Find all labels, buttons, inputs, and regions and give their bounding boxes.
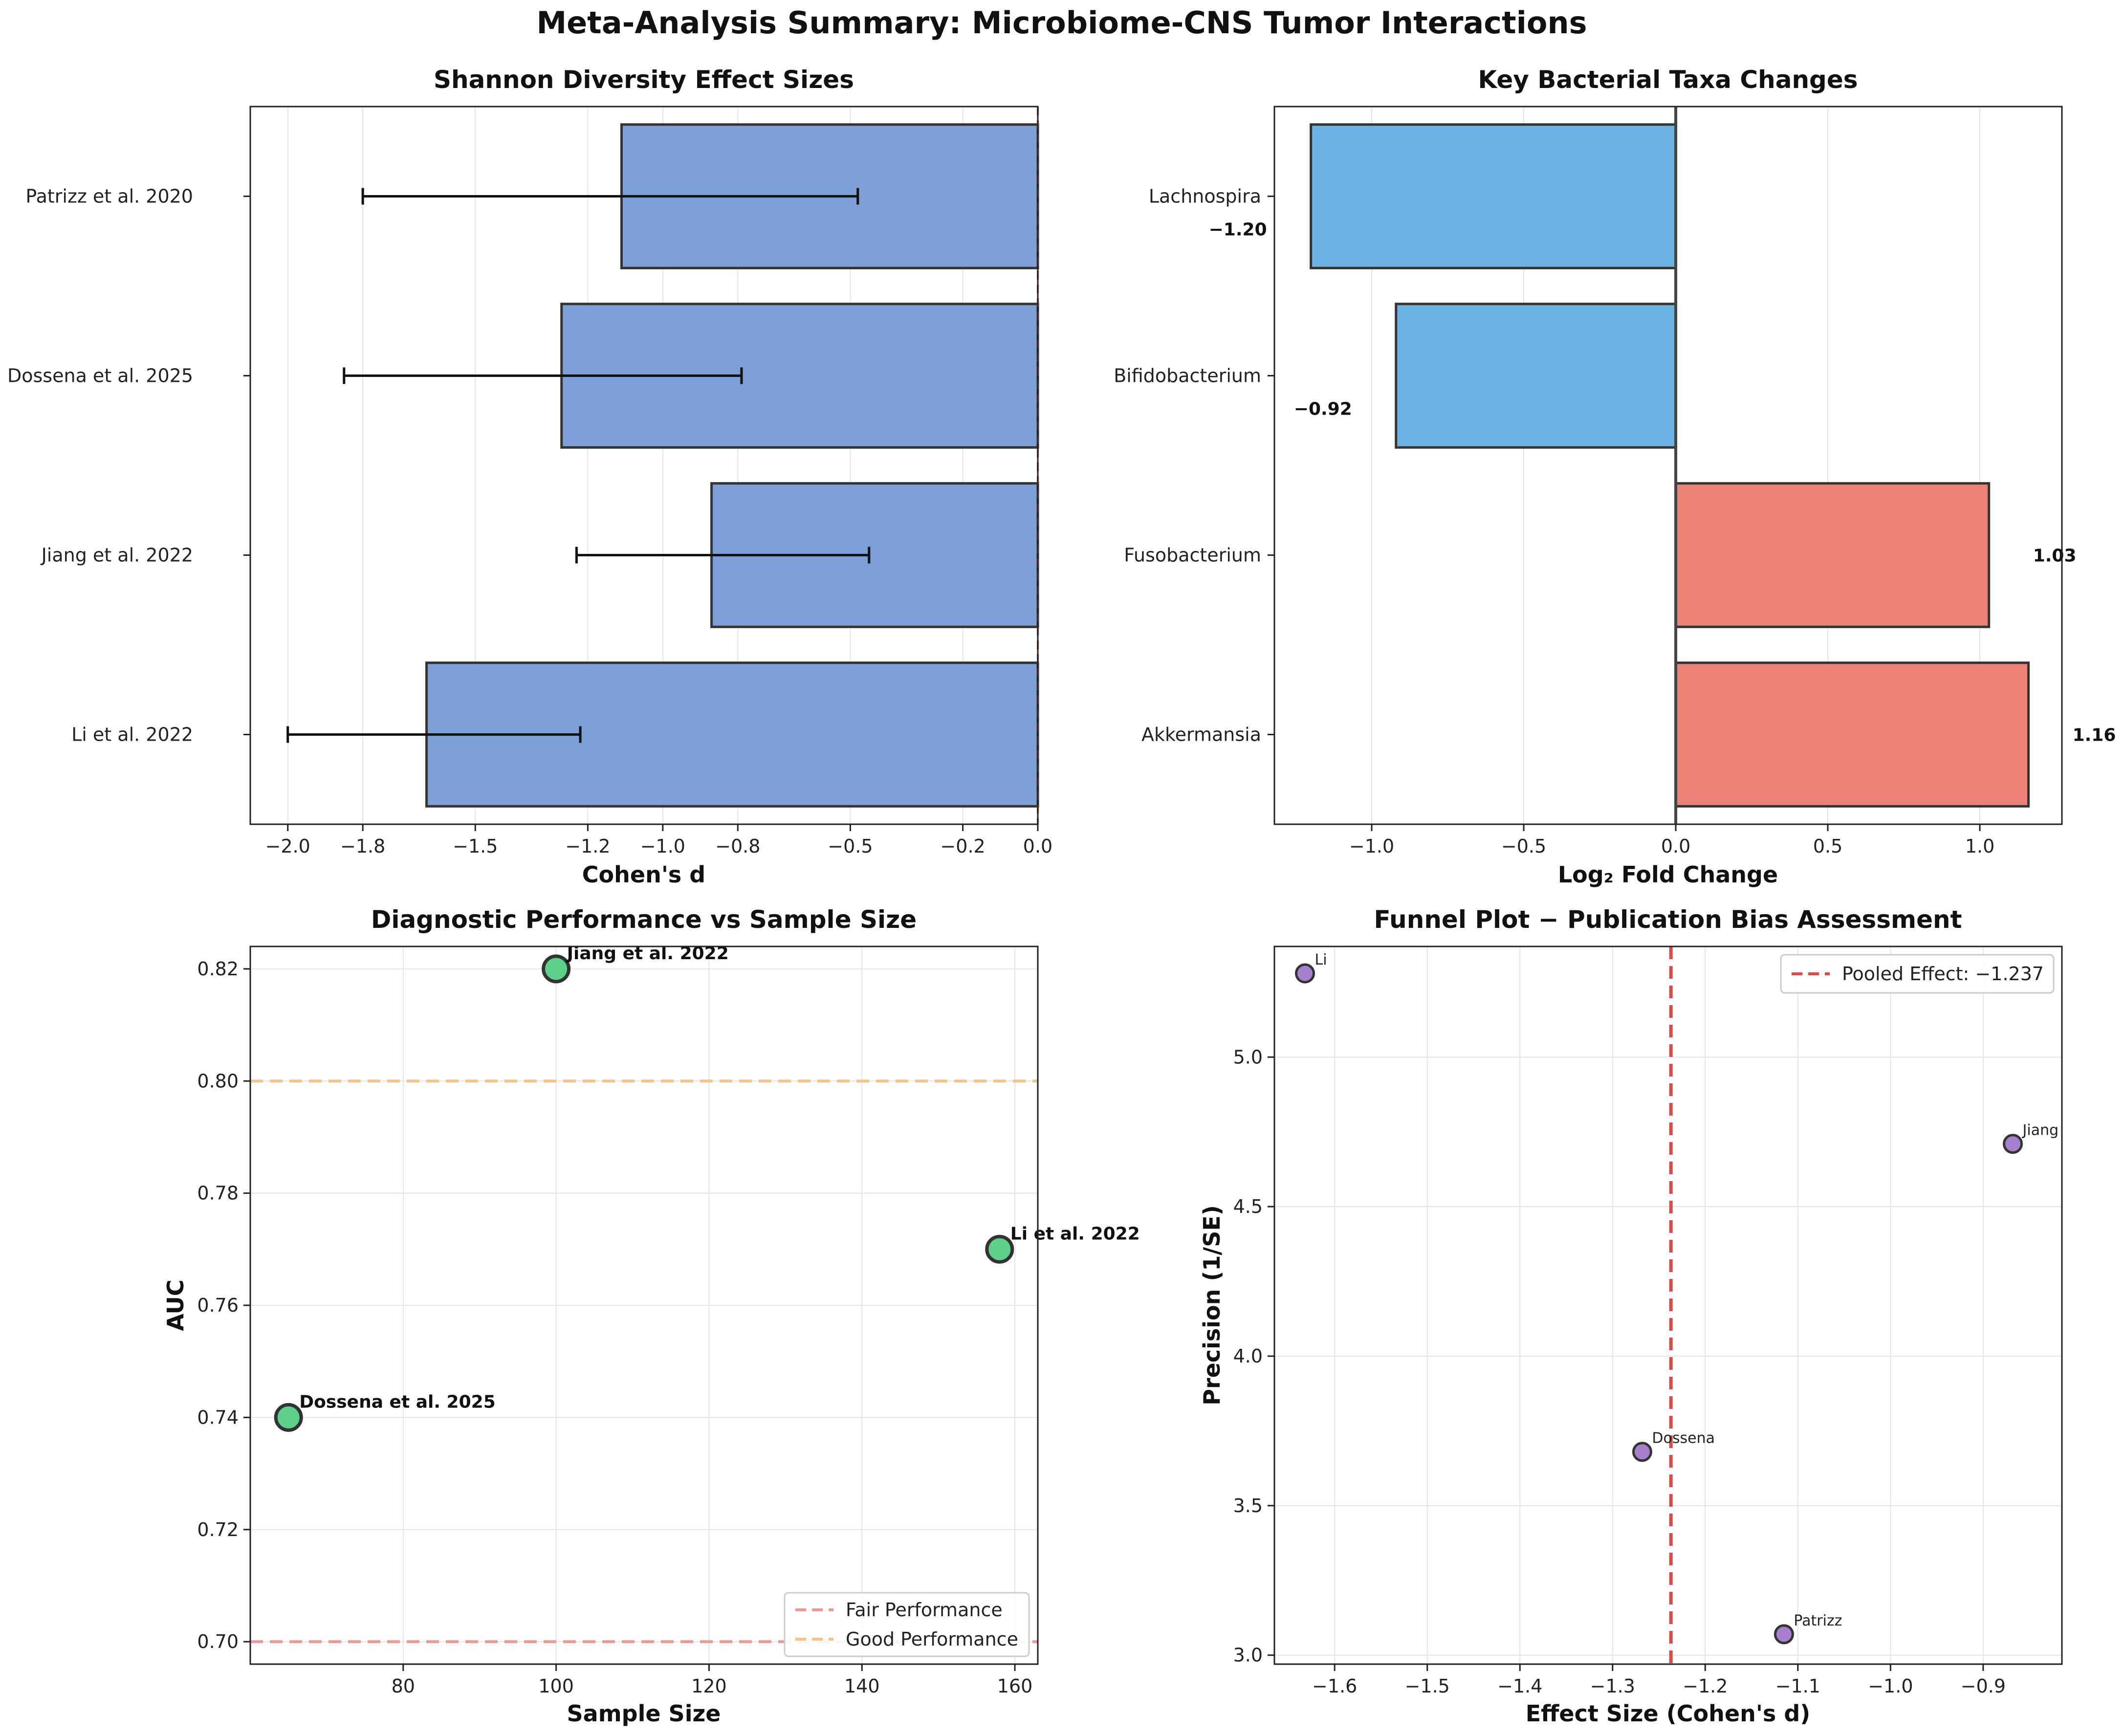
panel-4-xtick-label: −1.4 [1497, 1675, 1542, 1697]
panel-1-xtick-label: −0.8 [715, 835, 760, 857]
panel-1-title: Shannon Diversity Effect Sizes [434, 66, 854, 94]
panel-4-point-label: Dossena [1652, 1430, 1715, 1447]
panel-4-xtick-label: −0.9 [1961, 1675, 2006, 1697]
panel-3-xtick-label: 100 [538, 1675, 574, 1697]
panel-diagnostic-performance: Diagnostic Performance vs Sample Size 80… [162, 905, 1140, 1727]
panel-2-plot-area: −1.0 −0.5 0.0 0.5 1.0 Lachnospira −1.20 Bifidob… [1114, 107, 2116, 857]
panel-3-xlabel: Sample Size [567, 1700, 721, 1727]
panel-2-bar [1310, 123, 1677, 269]
panel-4-point-label: Patrizz [1794, 1612, 1842, 1629]
panel-funnel-plot: Funnel Plot − Publication Bias Assessmen… [1199, 905, 2063, 1727]
panel-3-ytick-label: 0.74 [197, 1406, 239, 1428]
panel-2-xlabel: Log₂ Fold Change [1558, 861, 1778, 888]
panel-3-legend-label: Fair Performance [846, 1599, 1003, 1621]
panel-1-xtick-label: −0.2 [940, 835, 985, 857]
panel-2-bar [1674, 661, 2030, 808]
panel-4-ytick-label: 4.0 [1233, 1345, 1263, 1367]
panel-4-title: Funnel Plot − Publication Bias Assessmen… [1374, 905, 1962, 934]
panel-2-xtick-label: 0.0 [1661, 835, 1690, 857]
panel-4-legend-box [1780, 954, 2055, 994]
panel-2-xtick-label: −0.5 [1501, 835, 1546, 857]
panel-1-xtick-label: −1.8 [340, 835, 385, 857]
panel-4-ylabel: Precision (1/SE) [1199, 1205, 1225, 1406]
panel-4-xtick-label: −1.1 [1775, 1675, 1820, 1697]
panel-3-xtick-label: 120 [691, 1675, 727, 1697]
panel-1-xtick-label: −2.0 [265, 835, 310, 857]
panel-4-xlabel: Effect Size (Cohen's d) [1526, 1700, 1811, 1727]
panel-1-category-label: Dossena et al. 2025 [7, 365, 193, 387]
panel-4-plot-area: −1.6 −1.5 −1.4 −1.3 −1.2 −1.1 −1.0 −0.9 3.0 3.5 4.… [1233, 946, 2062, 1697]
panel-4-xtick-label: −1.5 [1405, 1675, 1450, 1697]
panel-4-ytick-label: 5.0 [1233, 1046, 1263, 1068]
panel-4-axes-frame [1273, 945, 2063, 1665]
panel-1-xtick-label: −1.5 [453, 835, 498, 857]
panel-4-xtick-label: −1.6 [1312, 1675, 1357, 1697]
panel-3-ytick-label: 0.78 [197, 1183, 239, 1204]
panel-4-point-label: Li [1315, 951, 1327, 968]
panel-3-point-label: Dossena et al. 2025 [299, 1392, 496, 1412]
panel-1-plot-area: −2.0 −1.8 −1.5 −1.2 −1.0 −0.8 −0.5 −0.2 0.0 Patri… [7, 107, 1052, 857]
panel-2-category-label: Lachnospira [1149, 186, 1261, 207]
panel-4-point [1295, 963, 1315, 984]
panel-shannon-diversity: Shannon Diversity Effect Sizes −2.0 −1.8−… [7, 66, 1052, 888]
panel-1-xtick-label: −1.2 [565, 835, 610, 857]
panel-4-legend-label: Pooled Effect: −1.237 [1842, 963, 2044, 985]
panel-2-value-label: −0.92 [1294, 399, 1352, 419]
panel-2-category-label: Akkermansia [1141, 724, 1261, 746]
panel-3-point [542, 954, 571, 984]
panel-3-ytick-label: 0.76 [197, 1295, 239, 1316]
panel-3-title: Diagnostic Performance vs Sample Size [371, 905, 917, 934]
panel-4-point [1774, 1624, 1794, 1645]
panel-4-xtick-label: −1.0 [1868, 1675, 1913, 1697]
panel-4-point-label: Jiang [2022, 1122, 2059, 1139]
panel-4-xtick-label: −1.3 [1590, 1675, 1635, 1697]
panel-1-xtick-label: −0.5 [828, 835, 873, 857]
panel-3-ytick-label: 0.72 [197, 1519, 239, 1540]
panel-4-ytick-label: 4.5 [1233, 1196, 1263, 1217]
figure-title: Meta-Analysis Summary: Microbiome-CNS Tu… [536, 5, 1587, 41]
panel-1-category-label: Li et al. 2022 [71, 724, 193, 746]
panel-4-point [1632, 1442, 1652, 1462]
panel-2-value-label: 1.03 [2033, 546, 2077, 566]
panel-3-legend-label: Good Performance [846, 1628, 1018, 1650]
panel-1-category-label: Patrizz et al. 2020 [25, 186, 193, 207]
panel-3-point [274, 1403, 303, 1432]
panel-1-xlabel: Cohen's d [582, 861, 705, 888]
panel-4-xtick-label: −1.2 [1683, 1675, 1728, 1697]
panel-taxa-changes: Key Bacterial Taxa Changes −1.0 −0.5 0.0 0.… [1114, 66, 2116, 888]
panel-2-axes-frame [1273, 106, 2063, 825]
panel-2-bar [1395, 303, 1677, 449]
panel-2-title: Key Bacterial Taxa Changes [1478, 66, 1858, 94]
panel-3-ytick-label: 0.82 [197, 958, 239, 980]
panel-3-xtick-label: 160 [997, 1675, 1033, 1697]
panel-3-ylabel: AUC [162, 1279, 189, 1331]
panel-4-point [2003, 1134, 2023, 1154]
panel-4-ytick-label: 3.5 [1233, 1495, 1263, 1516]
panel-4-ytick-label: 3.0 [1233, 1645, 1263, 1666]
panel-3-axes-frame [249, 945, 1039, 1665]
panel-2-xtick-label: 0.5 [1813, 835, 1842, 857]
panel-3-xtick-label: 80 [392, 1675, 415, 1697]
panel-2-bar [1674, 482, 1991, 628]
panel-2-category-label: Fusobacterium [1124, 545, 1261, 566]
panel-1-axes-frame [249, 106, 1039, 825]
panel-1-xtick-label: 0.0 [1023, 835, 1052, 857]
panel-2-category-label: Bifidobacterium [1114, 365, 1261, 387]
panel-3-point [985, 1234, 1014, 1264]
panel-2-value-label: −1.20 [1209, 220, 1267, 240]
panel-2-value-label: 1.16 [2073, 725, 2116, 746]
panel-1-xtick-label: −1.0 [640, 835, 685, 857]
panel-3-ytick-label: 0.70 [197, 1631, 239, 1652]
panel-3-legend-box [784, 1592, 1030, 1657]
panel-1-category-label: Jiang et al. 2022 [41, 545, 193, 566]
panel-2-xtick-label: −1.0 [1349, 835, 1394, 857]
panel-3-plot-area: 80 100 120 140 160 0.70 0.72 0.74 0.76 0.78 0.80 0.… [197, 944, 1139, 1697]
panel-3-ytick-label: 0.80 [197, 1070, 239, 1092]
panel-3-xtick-label: 140 [844, 1675, 880, 1697]
panel-3-point-label: Li et al. 2022 [1010, 1224, 1140, 1244]
panel-2-xtick-label: 1.0 [1965, 835, 1994, 857]
